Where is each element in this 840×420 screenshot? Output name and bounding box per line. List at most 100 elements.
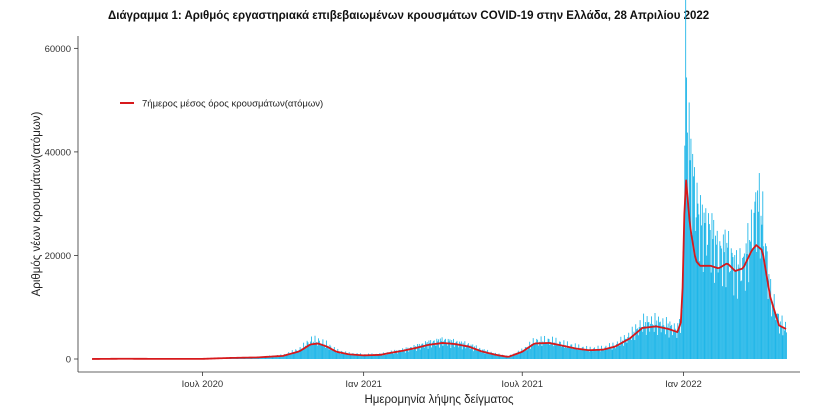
bar bbox=[311, 336, 312, 359]
bar bbox=[630, 337, 631, 359]
bar bbox=[415, 346, 417, 359]
bar bbox=[328, 349, 330, 359]
bar bbox=[720, 245, 722, 359]
bar bbox=[523, 350, 524, 359]
bar bbox=[273, 356, 275, 359]
bar bbox=[605, 345, 607, 359]
bar bbox=[490, 351, 492, 359]
bar bbox=[316, 341, 318, 359]
bar bbox=[562, 345, 564, 359]
bar bbox=[661, 325, 663, 359]
bar bbox=[530, 348, 532, 359]
bar bbox=[414, 347, 416, 359]
bar bbox=[544, 335, 546, 359]
bar bbox=[322, 339, 324, 359]
bar bbox=[768, 274, 770, 359]
bar bbox=[309, 343, 311, 359]
bar bbox=[442, 345, 444, 359]
bar bbox=[308, 344, 310, 359]
bar bbox=[464, 341, 466, 359]
bar bbox=[722, 286, 723, 359]
bar bbox=[524, 347, 526, 359]
bar bbox=[492, 354, 494, 359]
bar bbox=[385, 354, 387, 359]
bar bbox=[686, 132, 688, 359]
bar bbox=[277, 356, 279, 359]
bar bbox=[580, 348, 581, 359]
bar bbox=[599, 348, 601, 359]
bar bbox=[627, 337, 629, 359]
bar bbox=[714, 282, 716, 359]
bar bbox=[542, 341, 544, 359]
x-axis-label: Ημερομηνία λήψης δείγματος bbox=[364, 394, 514, 406]
bar bbox=[780, 326, 782, 359]
bar bbox=[390, 350, 392, 359]
bar bbox=[424, 347, 425, 359]
bar bbox=[602, 348, 604, 359]
bar bbox=[371, 353, 373, 359]
bar bbox=[460, 341, 462, 359]
bar bbox=[700, 195, 702, 359]
bar bbox=[269, 356, 271, 359]
bar bbox=[724, 229, 726, 359]
bar bbox=[378, 355, 380, 359]
bar bbox=[623, 345, 624, 359]
bar bbox=[571, 344, 573, 359]
bar bbox=[598, 350, 600, 359]
bar bbox=[407, 347, 409, 359]
bar bbox=[275, 356, 277, 359]
bar bbox=[403, 349, 405, 359]
bar bbox=[375, 353, 377, 359]
bar bbox=[601, 348, 603, 359]
bar bbox=[576, 347, 578, 359]
bar bbox=[715, 244, 717, 359]
bar bbox=[345, 351, 347, 359]
bar bbox=[486, 351, 488, 359]
bar bbox=[511, 355, 513, 359]
bar bbox=[426, 342, 428, 359]
bar bbox=[600, 351, 602, 359]
bar bbox=[500, 355, 502, 359]
bar bbox=[445, 338, 447, 359]
bar bbox=[462, 342, 464, 359]
bar bbox=[650, 323, 652, 359]
bar bbox=[594, 347, 595, 359]
bar bbox=[524, 350, 525, 359]
bar bbox=[410, 347, 411, 359]
bar bbox=[298, 349, 300, 359]
bar bbox=[784, 330, 786, 359]
bar bbox=[395, 351, 397, 359]
bar bbox=[776, 313, 778, 359]
bar bbox=[366, 355, 368, 359]
bar bbox=[491, 352, 493, 359]
bar bbox=[620, 336, 622, 359]
bar bbox=[327, 346, 329, 359]
bar bbox=[696, 182, 698, 359]
bar bbox=[758, 173, 760, 359]
bar bbox=[671, 324, 673, 359]
bar bbox=[601, 345, 602, 359]
bar bbox=[704, 222, 706, 359]
bar bbox=[449, 339, 451, 359]
bar bbox=[271, 356, 273, 359]
bar bbox=[541, 345, 543, 359]
bar bbox=[405, 347, 407, 359]
bar-series bbox=[107, 0, 787, 360]
bar bbox=[365, 354, 367, 359]
bar bbox=[387, 352, 389, 359]
bar bbox=[679, 319, 680, 359]
bar bbox=[361, 354, 362, 359]
bar bbox=[304, 345, 306, 359]
bar bbox=[274, 356, 276, 359]
bar bbox=[411, 349, 413, 359]
bar bbox=[578, 344, 580, 359]
bar bbox=[555, 337, 557, 359]
bar bbox=[710, 272, 712, 359]
bar bbox=[383, 353, 385, 359]
bar bbox=[747, 223, 749, 359]
bar bbox=[388, 352, 390, 359]
bar bbox=[568, 346, 570, 359]
bar bbox=[659, 321, 661, 359]
bar bbox=[725, 287, 727, 359]
bar bbox=[346, 353, 348, 359]
